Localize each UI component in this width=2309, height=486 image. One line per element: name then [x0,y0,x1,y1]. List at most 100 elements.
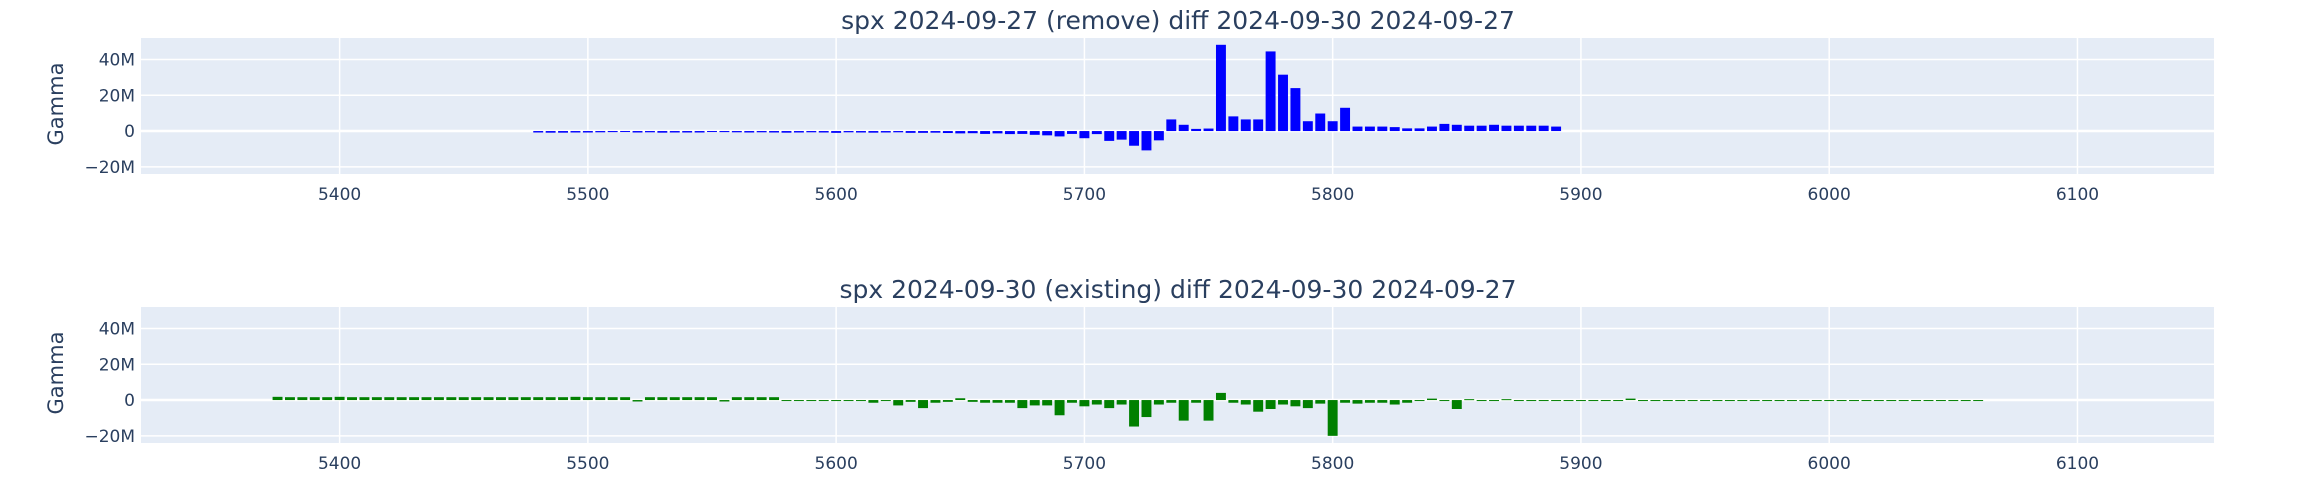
bar [1861,400,1872,402]
x-tick-label: 6000 [1808,454,1851,474]
bar [309,397,320,401]
bar [1141,400,1152,418]
bar [1029,400,1040,406]
bar [1786,400,1797,402]
x-tick-label: 5600 [815,454,858,474]
bar [533,131,544,133]
bar [1414,128,1425,132]
bar [843,131,854,133]
bar [905,131,916,133]
bar [533,397,544,401]
x-tick-label: 5800 [1311,454,1354,474]
bar [1489,124,1500,132]
bar [1402,400,1413,403]
bar [1973,400,1984,402]
bar [1451,400,1462,409]
x-tick-label: 6000 [1808,185,1851,205]
bar [1724,400,1735,402]
bar [508,397,519,401]
bar [1923,400,1934,402]
y-tick-label: 0 [124,391,135,411]
bar [719,131,730,133]
y-tick-label: 0 [124,122,135,142]
x-tick-label: 5800 [1311,185,1354,205]
bar [1129,400,1140,427]
bar [1054,131,1065,137]
bar [1476,400,1487,402]
bar [1153,131,1164,141]
x-tick-label: 5400 [318,185,361,205]
bar [1712,400,1723,402]
bar [396,397,407,401]
bar [1489,400,1500,402]
bar [1662,400,1673,402]
bar [880,131,891,133]
bar [1203,400,1214,421]
x-tick-label: 5700 [1063,454,1106,474]
bar [297,397,308,401]
subplot-title: spx 2024-09-30 (existing) diff 2024-09-3… [839,275,1516,304]
bar [1836,400,1847,402]
bar [1749,400,1760,402]
bar [1377,400,1388,403]
bar [942,131,953,134]
bar [545,397,556,401]
bar [421,397,432,401]
bar [980,131,991,134]
bar [1476,125,1487,132]
bar [322,397,333,401]
bar [793,131,804,133]
bar [992,400,1003,403]
bar [284,397,295,401]
bar [955,398,966,401]
bar [1638,400,1648,402]
bar [731,397,742,401]
y-tick-label: 20M [99,86,135,106]
bar [1464,399,1475,401]
bar [1240,400,1251,405]
bar [657,397,668,401]
bar [1675,400,1686,402]
bar [1613,400,1624,402]
bar [1501,125,1512,132]
bar [1824,400,1835,402]
bar [1960,400,1971,402]
bar [1427,398,1437,401]
bar [942,400,953,402]
bar [1935,400,1946,402]
bar [1178,400,1189,421]
bar [1439,400,1450,402]
bar [1191,128,1202,132]
bar [781,400,792,402]
bar [632,400,643,402]
bar [967,131,978,134]
bar [409,397,420,401]
bar [756,131,767,133]
bar [1849,400,1859,402]
bar [334,396,345,401]
bar [1166,400,1177,403]
bar [359,397,370,401]
bar [496,397,506,401]
bar [1352,126,1363,132]
bar [1427,126,1437,132]
bar [855,400,866,402]
bar [1389,400,1400,405]
x-tick-label: 5900 [1559,185,1602,205]
bar [744,397,755,401]
bar [1886,400,1897,402]
bar [1215,392,1226,401]
bar [1017,400,1028,409]
y-axis-label: Gamma [44,63,68,146]
bar [1377,126,1388,132]
bar [433,397,444,401]
bar [595,397,606,401]
subplot-title: spx 2024-09-27 (remove) diff 2024-09-30 … [841,6,1515,35]
gridlines [141,38,2214,174]
bar [620,131,631,133]
y-axis-label: Gamma [44,332,68,415]
bar [669,131,680,133]
bar [731,131,742,133]
bar [1687,400,1698,402]
bar [1439,123,1450,132]
